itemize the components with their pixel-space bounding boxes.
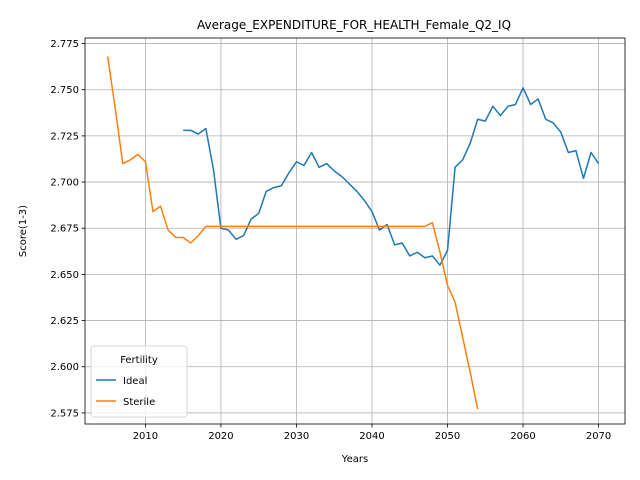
series-line-ideal (183, 87, 600, 266)
x-tick-label: 2060 (510, 431, 535, 442)
series-line-sterile (106, 56, 479, 410)
x-tick-label: 2010 (133, 431, 158, 442)
y-axis-label: Score(1-3) (18, 205, 29, 257)
series-lines (106, 56, 600, 410)
x-axis-label: Years (341, 454, 368, 465)
legend-title: Fertility (120, 355, 158, 366)
y-tick-label: 2.625 (50, 316, 79, 327)
axis-ticks: 2010 2020 2030 2040 2050 2060 2070 2.575 2.600 2.… (50, 39, 611, 442)
y-tick-label: 2.675 (50, 224, 79, 235)
x-tick-label: 2030 (284, 431, 309, 442)
y-tick-label: 2.775 (50, 39, 79, 50)
plot-frame (84, 37, 626, 425)
y-tick-label: 2.725 (50, 131, 79, 142)
x-tick-label: 2050 (435, 431, 460, 442)
x-tick-label: 2020 (208, 431, 233, 442)
legend-box (90, 345, 188, 418)
y-tick-label: 2.700 (50, 178, 79, 189)
chart-title: Average_EXPENDITURE_FOR_HEALTH_Female_Q2… (197, 18, 511, 32)
legend: Fertility Ideal Sterile (90, 345, 188, 418)
y-tick-label: 2.650 (50, 270, 79, 281)
x-tick-label: 2070 (586, 431, 611, 442)
legend-label-sterile: Sterile (123, 397, 155, 408)
y-tick-label: 2.750 (50, 85, 79, 96)
x-tick-label: 2040 (359, 431, 384, 442)
y-tick-label: 2.600 (50, 362, 79, 373)
legend-label-ideal: Ideal (123, 376, 147, 387)
y-tick-label: 2.575 (50, 408, 79, 419)
